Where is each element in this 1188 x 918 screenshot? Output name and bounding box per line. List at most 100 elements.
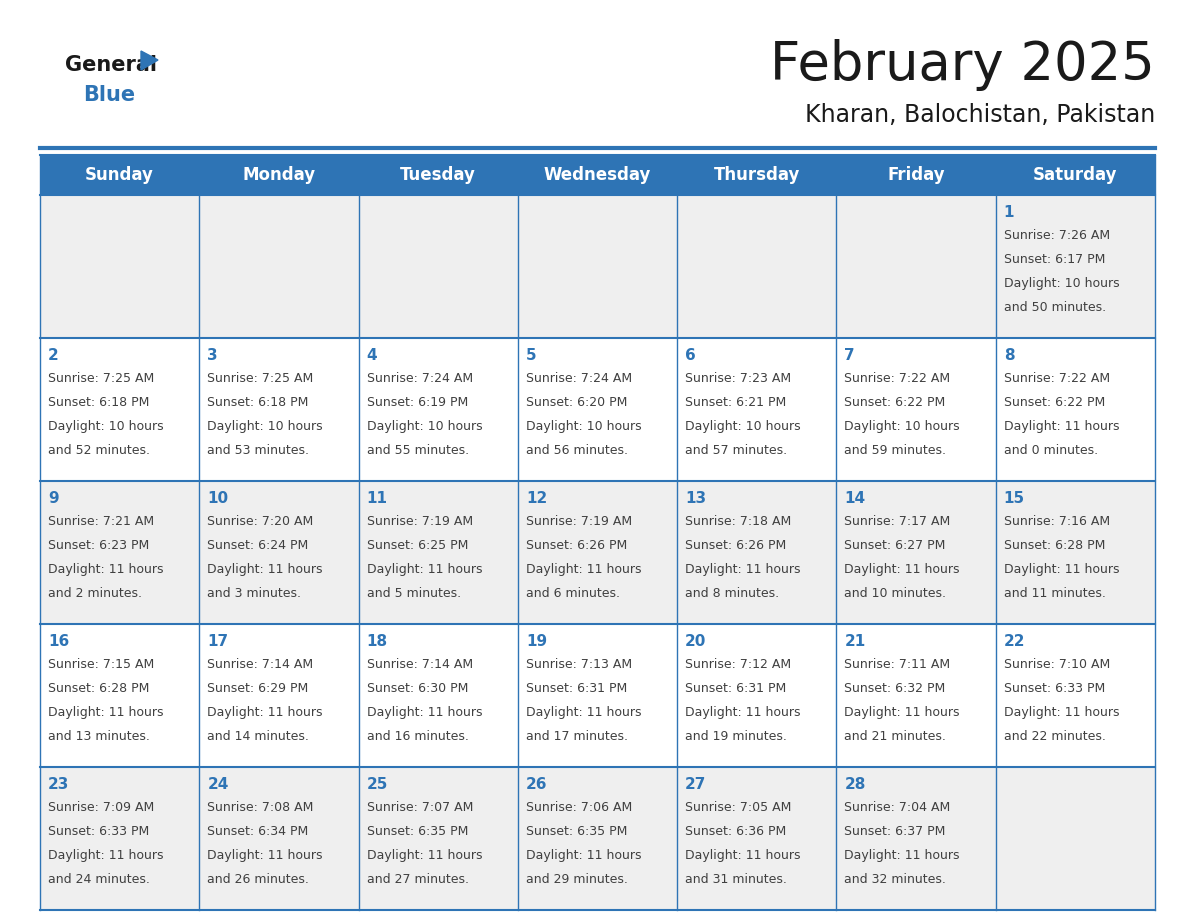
- Polygon shape: [141, 51, 158, 70]
- Text: Sunset: 6:25 PM: Sunset: 6:25 PM: [367, 539, 468, 552]
- Text: Daylight: 11 hours: Daylight: 11 hours: [367, 849, 482, 862]
- Text: Daylight: 11 hours: Daylight: 11 hours: [526, 706, 642, 719]
- Text: Daylight: 10 hours: Daylight: 10 hours: [367, 420, 482, 433]
- Bar: [40, 338, 200, 481]
- Text: Sunset: 6:22 PM: Sunset: 6:22 PM: [1004, 396, 1105, 409]
- Text: and 16 minutes.: and 16 minutes.: [367, 730, 468, 743]
- Text: Sunset: 6:35 PM: Sunset: 6:35 PM: [526, 825, 627, 838]
- Text: Sunset: 6:35 PM: Sunset: 6:35 PM: [367, 825, 468, 838]
- Text: Sunset: 6:18 PM: Sunset: 6:18 PM: [48, 396, 150, 409]
- Text: and 32 minutes.: and 32 minutes.: [845, 873, 947, 886]
- Text: 11: 11: [367, 491, 387, 506]
- Text: Sunset: 6:28 PM: Sunset: 6:28 PM: [1004, 539, 1105, 552]
- Text: 16: 16: [48, 634, 69, 649]
- Text: Sunset: 6:26 PM: Sunset: 6:26 PM: [685, 539, 786, 552]
- Text: 10: 10: [207, 491, 228, 506]
- Text: 17: 17: [207, 634, 228, 649]
- Bar: [996, 155, 1155, 195]
- Bar: [200, 155, 359, 195]
- Text: Sunrise: 7:11 AM: Sunrise: 7:11 AM: [845, 658, 950, 671]
- Text: and 27 minutes.: and 27 minutes.: [367, 873, 468, 886]
- Bar: [677, 481, 836, 624]
- Text: Daylight: 11 hours: Daylight: 11 hours: [48, 563, 164, 576]
- Bar: [996, 767, 1155, 910]
- Text: Sunrise: 7:15 AM: Sunrise: 7:15 AM: [48, 658, 154, 671]
- Bar: [200, 338, 359, 481]
- Text: 9: 9: [48, 491, 58, 506]
- Text: Daylight: 10 hours: Daylight: 10 hours: [1004, 277, 1119, 290]
- Text: Sunrise: 7:25 AM: Sunrise: 7:25 AM: [207, 372, 314, 385]
- Text: Sunrise: 7:19 AM: Sunrise: 7:19 AM: [367, 515, 473, 528]
- Bar: [200, 195, 359, 338]
- Text: Daylight: 11 hours: Daylight: 11 hours: [685, 849, 801, 862]
- Text: and 52 minutes.: and 52 minutes.: [48, 444, 150, 457]
- Text: Sunset: 6:23 PM: Sunset: 6:23 PM: [48, 539, 150, 552]
- Text: Daylight: 10 hours: Daylight: 10 hours: [685, 420, 801, 433]
- Text: 14: 14: [845, 491, 866, 506]
- Text: Sunset: 6:33 PM: Sunset: 6:33 PM: [1004, 682, 1105, 695]
- Text: and 10 minutes.: and 10 minutes.: [845, 587, 947, 600]
- Text: Daylight: 11 hours: Daylight: 11 hours: [367, 563, 482, 576]
- Text: Daylight: 11 hours: Daylight: 11 hours: [1004, 563, 1119, 576]
- Text: 27: 27: [685, 777, 707, 792]
- Text: Sunrise: 7:17 AM: Sunrise: 7:17 AM: [845, 515, 950, 528]
- Text: and 22 minutes.: and 22 minutes.: [1004, 730, 1106, 743]
- Text: and 50 minutes.: and 50 minutes.: [1004, 301, 1106, 314]
- Text: 26: 26: [526, 777, 548, 792]
- Text: Sunset: 6:19 PM: Sunset: 6:19 PM: [367, 396, 468, 409]
- Text: and 21 minutes.: and 21 minutes.: [845, 730, 947, 743]
- Bar: [200, 767, 359, 910]
- Bar: [518, 338, 677, 481]
- Text: Daylight: 11 hours: Daylight: 11 hours: [48, 849, 164, 862]
- Bar: [359, 195, 518, 338]
- Text: Daylight: 10 hours: Daylight: 10 hours: [845, 420, 960, 433]
- Text: and 19 minutes.: and 19 minutes.: [685, 730, 786, 743]
- Text: Sunset: 6:24 PM: Sunset: 6:24 PM: [207, 539, 309, 552]
- Text: Sunset: 6:27 PM: Sunset: 6:27 PM: [845, 539, 946, 552]
- Text: Sunset: 6:28 PM: Sunset: 6:28 PM: [48, 682, 150, 695]
- Text: 13: 13: [685, 491, 707, 506]
- Bar: [359, 624, 518, 767]
- Text: Daylight: 11 hours: Daylight: 11 hours: [526, 563, 642, 576]
- Text: Sunset: 6:18 PM: Sunset: 6:18 PM: [207, 396, 309, 409]
- Text: Wednesday: Wednesday: [544, 166, 651, 184]
- Text: and 2 minutes.: and 2 minutes.: [48, 587, 143, 600]
- Bar: [518, 624, 677, 767]
- Text: Sunset: 6:36 PM: Sunset: 6:36 PM: [685, 825, 786, 838]
- Bar: [359, 155, 518, 195]
- Text: Daylight: 11 hours: Daylight: 11 hours: [207, 563, 323, 576]
- Text: Sunrise: 7:22 AM: Sunrise: 7:22 AM: [1004, 372, 1110, 385]
- Text: Sunset: 6:30 PM: Sunset: 6:30 PM: [367, 682, 468, 695]
- Bar: [518, 155, 677, 195]
- Text: 8: 8: [1004, 348, 1015, 363]
- Bar: [359, 338, 518, 481]
- Text: Sunrise: 7:20 AM: Sunrise: 7:20 AM: [207, 515, 314, 528]
- Bar: [40, 767, 200, 910]
- Text: Sunrise: 7:19 AM: Sunrise: 7:19 AM: [526, 515, 632, 528]
- Text: Daylight: 11 hours: Daylight: 11 hours: [367, 706, 482, 719]
- Bar: [996, 195, 1155, 338]
- Text: Sunset: 6:34 PM: Sunset: 6:34 PM: [207, 825, 309, 838]
- Bar: [836, 338, 996, 481]
- Text: Sunday: Sunday: [86, 166, 154, 184]
- Text: Sunrise: 7:23 AM: Sunrise: 7:23 AM: [685, 372, 791, 385]
- Text: Daylight: 10 hours: Daylight: 10 hours: [207, 420, 323, 433]
- Text: and 14 minutes.: and 14 minutes.: [207, 730, 309, 743]
- Text: Daylight: 10 hours: Daylight: 10 hours: [48, 420, 164, 433]
- Text: Sunset: 6:29 PM: Sunset: 6:29 PM: [207, 682, 309, 695]
- Text: Sunrise: 7:13 AM: Sunrise: 7:13 AM: [526, 658, 632, 671]
- Text: February 2025: February 2025: [770, 39, 1155, 91]
- Text: Sunrise: 7:08 AM: Sunrise: 7:08 AM: [207, 801, 314, 814]
- Text: 20: 20: [685, 634, 707, 649]
- Text: Daylight: 11 hours: Daylight: 11 hours: [845, 563, 960, 576]
- Text: 3: 3: [207, 348, 217, 363]
- Text: Sunrise: 7:14 AM: Sunrise: 7:14 AM: [367, 658, 473, 671]
- Text: Sunrise: 7:09 AM: Sunrise: 7:09 AM: [48, 801, 154, 814]
- Text: 18: 18: [367, 634, 387, 649]
- Text: Daylight: 11 hours: Daylight: 11 hours: [685, 563, 801, 576]
- Text: Daylight: 11 hours: Daylight: 11 hours: [845, 849, 960, 862]
- Bar: [40, 624, 200, 767]
- Text: and 53 minutes.: and 53 minutes.: [207, 444, 309, 457]
- Text: Daylight: 11 hours: Daylight: 11 hours: [207, 706, 323, 719]
- Text: Sunrise: 7:05 AM: Sunrise: 7:05 AM: [685, 801, 791, 814]
